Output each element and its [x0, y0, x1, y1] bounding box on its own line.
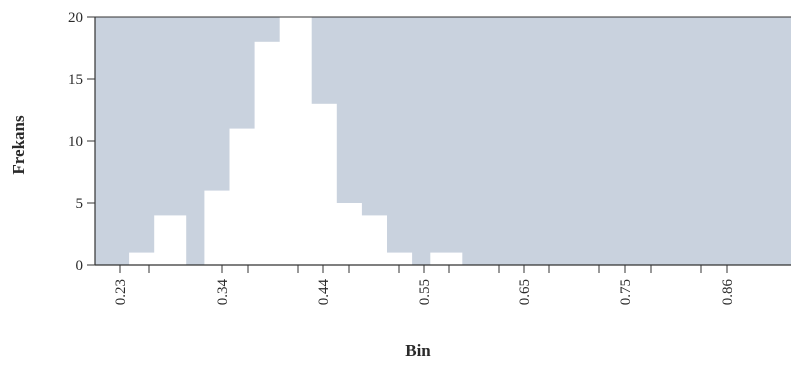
plot-area — [95, 17, 791, 265]
bar-1 — [129, 252, 162, 265]
x-tick-label: 0.65 — [517, 279, 533, 305]
x-axis-ticks: 0.23 0.34 0.44 0.55 0.65 0.75 0.86 — [113, 265, 736, 305]
y-tick-label: 15 — [68, 72, 83, 88]
x-tick-label: 0.55 — [417, 279, 433, 305]
x-axis-title: Bin — [405, 341, 431, 360]
bar-2 — [154, 215, 187, 265]
bar-11 — [430, 252, 463, 265]
y-axis-ticks: 0 5 10 15 20 — [68, 10, 95, 274]
y-tick-label: 20 — [68, 10, 83, 26]
bar-10 — [380, 252, 413, 265]
y-tick-label: 5 — [76, 196, 84, 212]
y-axis-title: Frekans — [9, 115, 28, 175]
y-tick-label: 0 — [76, 258, 84, 274]
x-tick-label: 0.86 — [720, 279, 736, 306]
x-tick-label: 0.44 — [316, 279, 332, 306]
y-tick-label: 10 — [68, 134, 83, 150]
x-tick-label: 0.75 — [618, 279, 634, 305]
bars-group — [129, 17, 463, 265]
x-tick-label: 0.34 — [215, 279, 231, 306]
x-tick-label: 0.23 — [113, 279, 129, 305]
